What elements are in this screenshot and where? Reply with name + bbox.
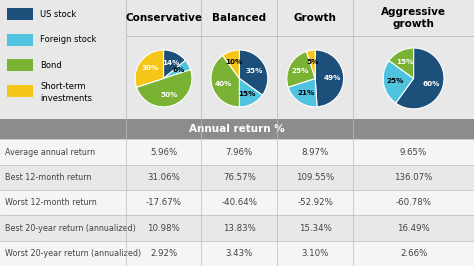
Text: US stock: US stock [40, 10, 76, 19]
Text: 7.96%: 7.96% [226, 148, 253, 157]
Text: 136.07%: 136.07% [394, 173, 433, 182]
Text: Conservative: Conservative [125, 13, 202, 23]
Text: Average annual return: Average annual return [5, 148, 95, 157]
Text: Foreign stock: Foreign stock [40, 35, 97, 44]
Text: investments: investments [40, 94, 92, 103]
Text: 2.66%: 2.66% [400, 249, 427, 258]
Text: Worst 20-year return (annualized): Worst 20-year return (annualized) [5, 249, 141, 258]
Text: 109.55%: 109.55% [296, 173, 334, 182]
Text: Aggressive
growth: Aggressive growth [381, 7, 446, 29]
Text: Growth: Growth [294, 13, 337, 23]
Bar [7, 34, 33, 46]
Text: 15.34%: 15.34% [299, 223, 332, 232]
Text: Bond: Bond [40, 61, 62, 70]
Text: -60.78%: -60.78% [396, 198, 431, 207]
Bar [7, 85, 33, 97]
Bar [0, 241, 474, 266]
Text: 76.57%: 76.57% [223, 173, 256, 182]
Text: 10.98%: 10.98% [147, 223, 180, 232]
Text: -40.64%: -40.64% [221, 198, 257, 207]
Text: 5.96%: 5.96% [150, 148, 177, 157]
Text: 3.43%: 3.43% [226, 249, 253, 258]
Bar [0, 165, 474, 190]
Bar [0, 190, 474, 215]
Text: -52.92%: -52.92% [297, 198, 333, 207]
Text: Best 12-month return: Best 12-month return [5, 173, 91, 182]
Bar [0, 215, 474, 241]
Text: 31.06%: 31.06% [147, 173, 180, 182]
Bar [0, 119, 474, 139]
Text: Balanced: Balanced [212, 13, 266, 23]
Text: -17.67%: -17.67% [146, 198, 182, 207]
Text: Short-term: Short-term [40, 82, 86, 91]
Text: Annual return %: Annual return % [189, 124, 285, 134]
Text: 9.65%: 9.65% [400, 148, 427, 157]
Bar [0, 139, 474, 165]
Text: 16.49%: 16.49% [397, 223, 430, 232]
Text: 3.10%: 3.10% [301, 249, 329, 258]
Text: Best 20-year return (annualized): Best 20-year return (annualized) [5, 223, 136, 232]
Text: 8.97%: 8.97% [301, 148, 329, 157]
Text: Worst 12-month return: Worst 12-month return [5, 198, 97, 207]
Text: 13.83%: 13.83% [223, 223, 256, 232]
Bar [7, 59, 33, 71]
Bar [7, 8, 33, 20]
Text: 2.92%: 2.92% [150, 249, 177, 258]
